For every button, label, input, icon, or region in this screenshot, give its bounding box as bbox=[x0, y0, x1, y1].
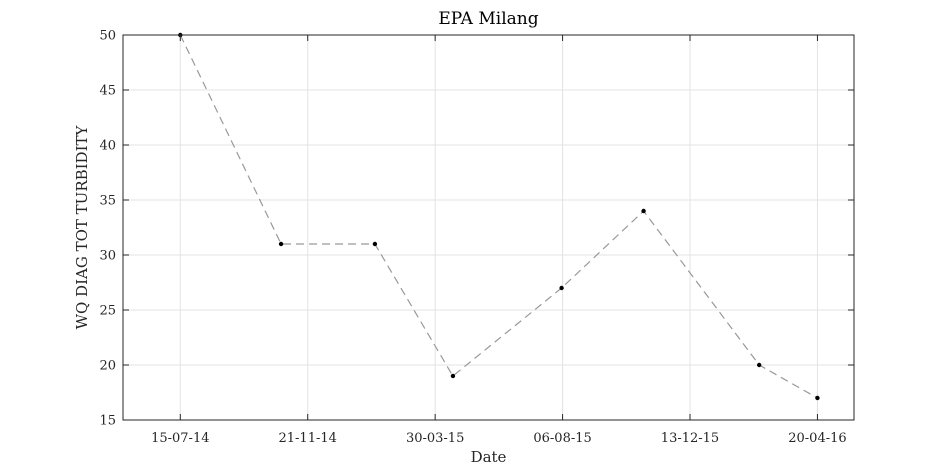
x-axis-title: Date bbox=[471, 448, 507, 466]
data-point bbox=[278, 241, 284, 247]
y-tick-label: 50 bbox=[99, 29, 116, 44]
y-tick-label: 30 bbox=[99, 249, 116, 264]
data-point bbox=[450, 373, 456, 379]
x-tick-label: 30-03-15 bbox=[406, 431, 464, 446]
chart-title: EPA Milang bbox=[438, 9, 538, 29]
data-point bbox=[815, 395, 820, 401]
plot-frame bbox=[122, 34, 855, 421]
y-tick-label: 15 bbox=[99, 414, 116, 429]
y-tick-label: 40 bbox=[99, 139, 116, 154]
data-point bbox=[756, 362, 762, 368]
x-tick-label: 20-04-16 bbox=[788, 431, 846, 446]
y-axis-title: WQ DIAG TOT TURBIDITY bbox=[73, 124, 91, 329]
y-tick-label: 35 bbox=[99, 194, 116, 209]
y-tick-label: 45 bbox=[99, 84, 116, 99]
y-tick-label: 20 bbox=[99, 359, 116, 374]
x-tick-label: 15-07-14 bbox=[151, 431, 209, 446]
x-tick-label: 06-08-15 bbox=[533, 431, 591, 446]
x-tick-label: 13-12-15 bbox=[661, 431, 719, 446]
grid bbox=[123, 34, 854, 421]
data-point bbox=[372, 241, 378, 247]
data-point bbox=[641, 208, 646, 214]
x-tick-label: 21-11-14 bbox=[279, 431, 337, 446]
data-point bbox=[559, 285, 564, 291]
ticks: 15 20 25 30 35 40 45 50 15-07-14 21-11-14 30-03-15… bbox=[99, 29, 854, 446]
series-layer bbox=[178, 32, 820, 401]
y-tick-label: 25 bbox=[99, 304, 116, 319]
series-line bbox=[179, 34, 818, 399]
